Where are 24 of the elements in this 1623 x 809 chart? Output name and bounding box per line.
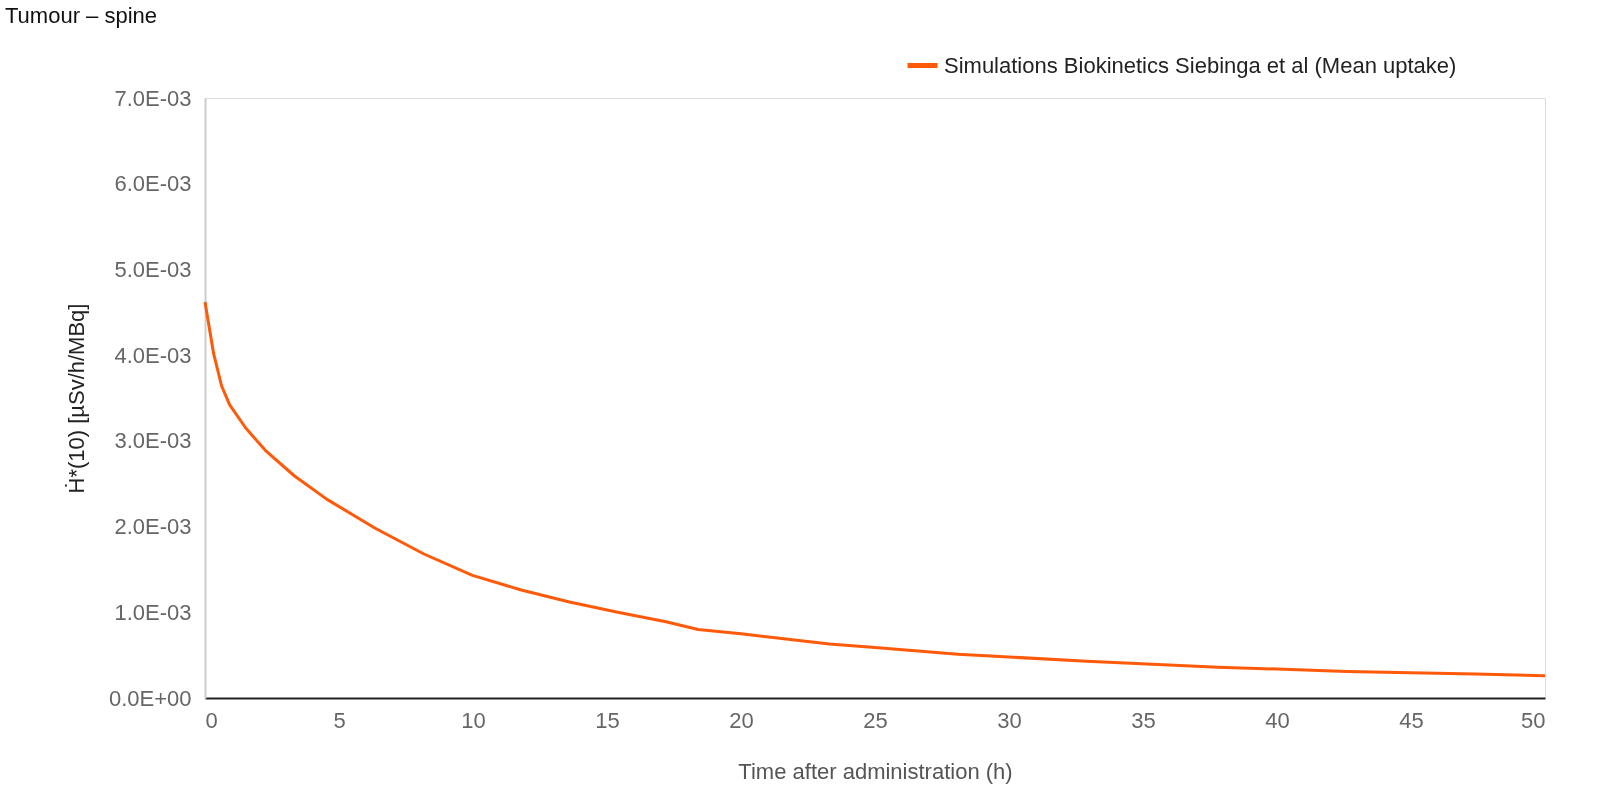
y-axis-title: Ḣ*(10) [µSv/h/MBq] xyxy=(63,303,89,494)
x-tick-label: 15 xyxy=(595,707,620,733)
chart-title: Tumour – spine xyxy=(5,3,158,28)
line-series xyxy=(203,300,1547,678)
x-tick-label: 0 xyxy=(205,707,218,733)
x-tick-label: 20 xyxy=(729,707,754,733)
y-tick-label: 2.0E-03 xyxy=(114,514,192,540)
x-axis-title: Time after administration (h) xyxy=(738,758,1013,784)
y-tick-label: 7.0E-03 xyxy=(114,85,192,111)
x-tick-label: 10 xyxy=(461,707,486,733)
legend-label: Simulations Biokinetics Siebinga et al (Mean uptake) xyxy=(944,52,1457,78)
x-tick-label: 5 xyxy=(333,707,346,733)
x-tick-label: 45 xyxy=(1399,707,1424,733)
y-tick-label: 5.0E-03 xyxy=(114,256,192,282)
y-tick-label: 4.0E-03 xyxy=(114,342,192,368)
y-tick-label: 6.0E-03 xyxy=(114,171,192,197)
x-tick-label: 30 xyxy=(997,707,1022,733)
x-tick-label: 35 xyxy=(1131,707,1156,733)
y-tick-label: 3.0E-03 xyxy=(114,428,192,454)
y-tick-label: 0.0E+00 xyxy=(108,685,192,711)
x-tick-label: 40 xyxy=(1265,707,1290,733)
y-tick-label: 1.0E-03 xyxy=(114,599,192,625)
x-tick-label: 50 xyxy=(1521,707,1546,733)
x-tick-label: 25 xyxy=(863,707,888,733)
